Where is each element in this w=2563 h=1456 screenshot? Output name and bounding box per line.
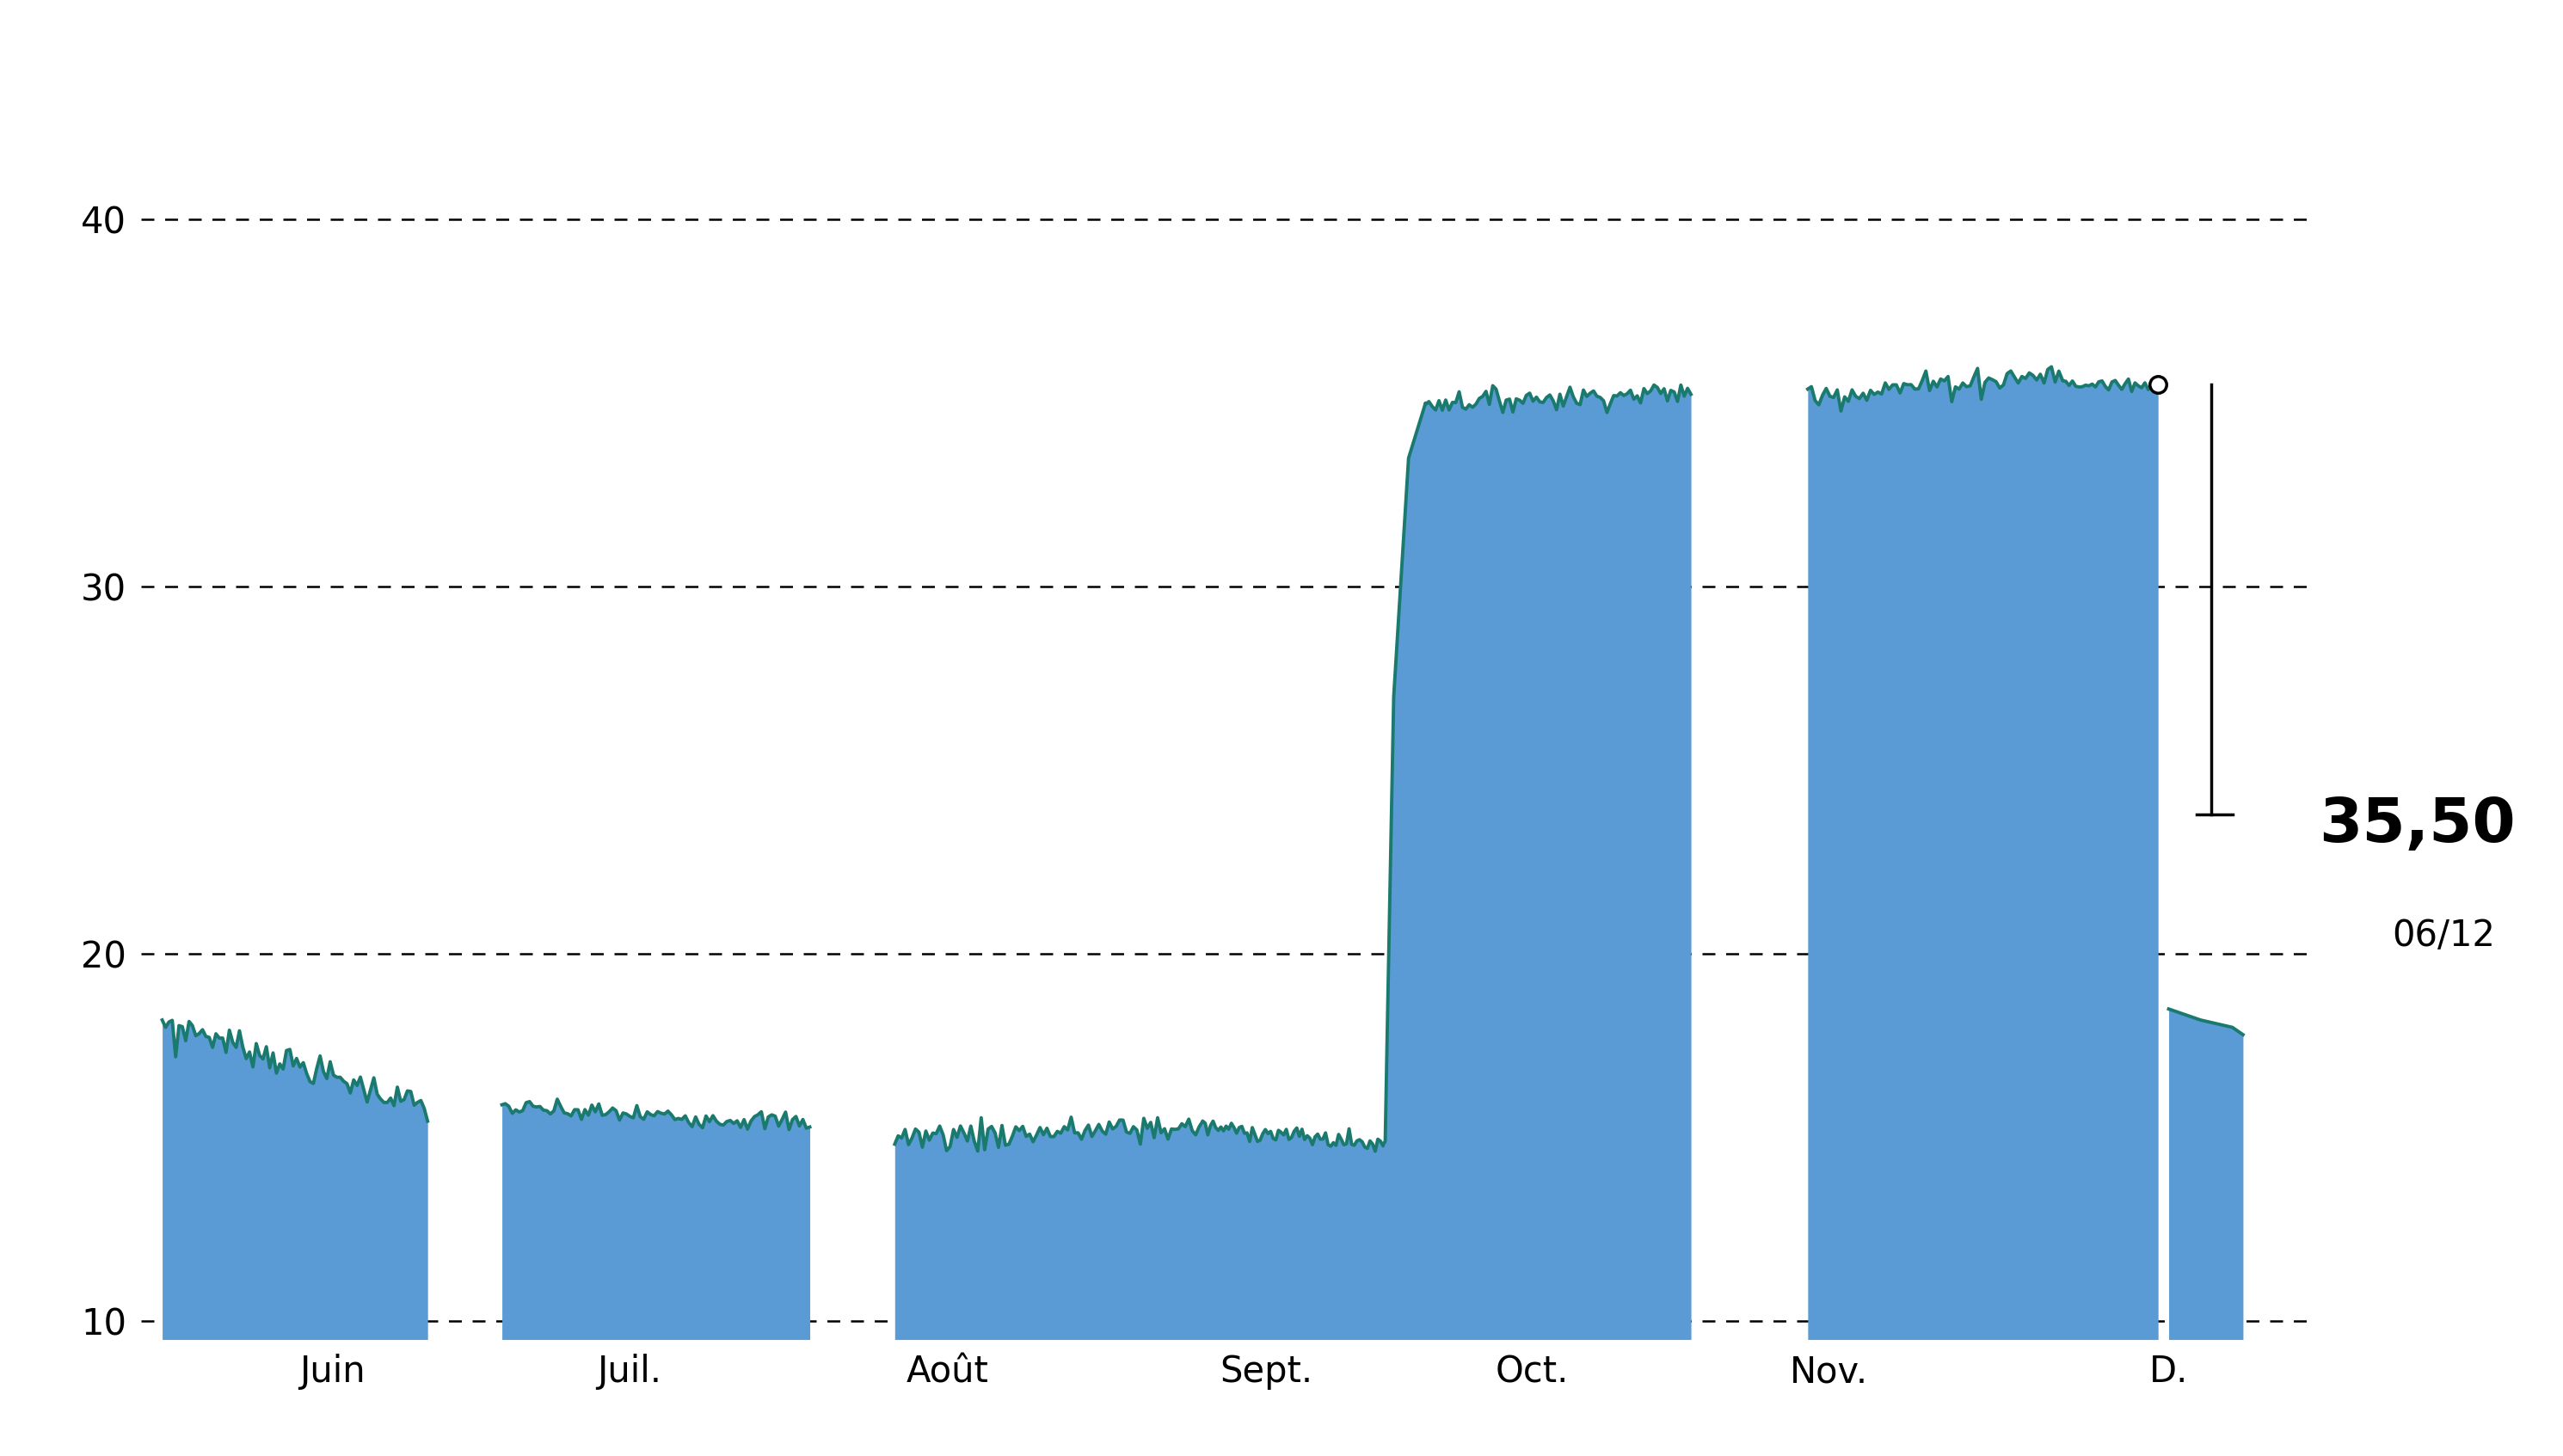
Text: 06/12: 06/12 bbox=[2391, 917, 2494, 954]
Text: M.R.M: M.R.M bbox=[1112, 1, 1451, 93]
Text: 35,50: 35,50 bbox=[2320, 795, 2517, 855]
